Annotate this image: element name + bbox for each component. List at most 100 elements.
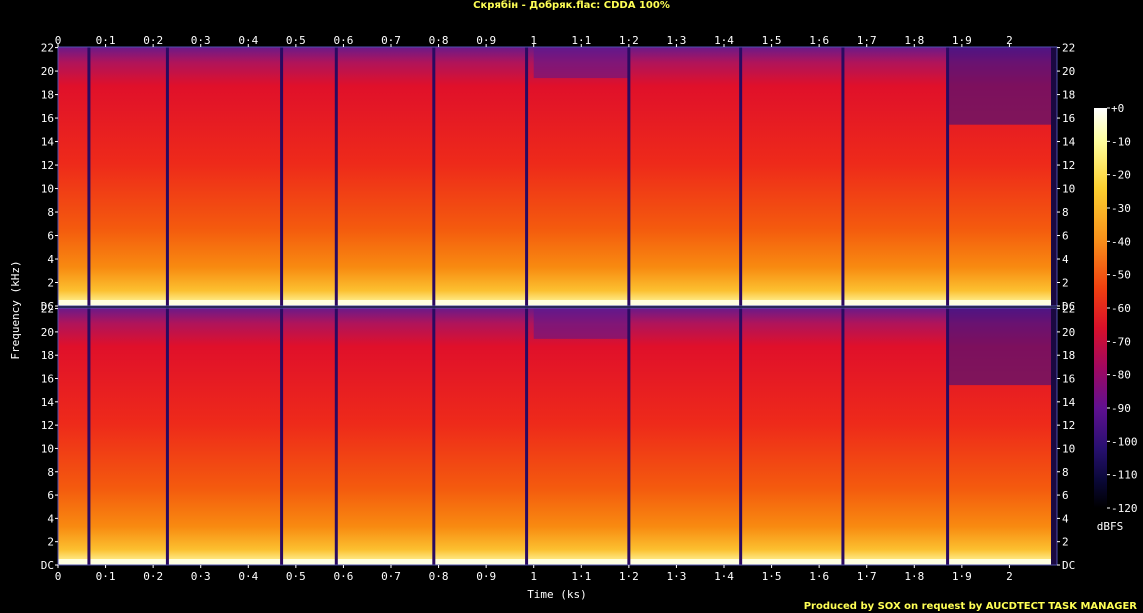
x-tick-label-bottom: 1·6 [809,570,829,583]
track-boundary-2-5 [432,308,436,565]
channel-1-high-band [533,47,629,79]
track-boundary-2-8 [739,308,743,565]
y-tick-label-right: 14 [1062,396,1076,409]
x-tick-label-top: 1·6 [809,34,829,47]
y-tick-label-right: 2 [1062,277,1069,290]
x-tick-label-bottom: 1·2 [619,570,639,583]
x-tick-label-top: 0·2 [143,34,163,47]
x-tick-label-top: 1·4 [714,34,734,47]
y-tick-label-right: 22 [1062,42,1075,55]
colorbar-tick-label: -20 [1111,169,1131,182]
y-tick-label-left: 8 [47,466,54,479]
y-tick-label-left: 16 [41,112,54,125]
y-tick-label-right: DC [1062,559,1075,572]
track-boundary-1-2 [165,47,169,306]
footer-credit: Produced by SOX on request by AUCDTECT T… [803,601,1137,612]
x-tick-label-bottom: 1·7 [857,570,877,583]
x-tick-label-top: 2 [1006,34,1013,47]
y-tick-label-right: 4 [1062,512,1069,525]
y-tick-label-right: 6 [1062,489,1069,502]
colorbar-label: dBFS [1097,520,1124,533]
y-tick-label-right: 16 [1062,112,1075,125]
x-tick-label-bottom: 1·5 [762,570,782,583]
x-tick-label-bottom: 0·6 [333,570,353,583]
track-boundary-1-3 [280,47,284,306]
x-tick-label-bottom: 0 [55,570,62,583]
x-tick-label-bottom: 0·9 [476,570,496,583]
track-boundary-2-7 [627,308,631,565]
colorbar-tick-label: -90 [1111,402,1131,415]
y-tick-label-left: 22 [41,42,54,55]
y-tick-label-left: 20 [41,65,54,78]
colorbar-tick-label: -70 [1111,335,1131,348]
y-tick-label-right: 8 [1062,466,1069,479]
track-boundary-2-6 [525,308,529,565]
y-tick-label-left: 12 [41,159,54,172]
x-tick-label-top: 0·6 [333,34,353,47]
x-tick-label-top: 0·9 [476,34,496,47]
colorbar-tick-label: -40 [1111,235,1131,248]
channel-2-frame [57,307,1058,566]
colorbar-tick-label: -60 [1111,302,1131,315]
x-axis-label: Time (ks) [527,588,587,601]
channel-2-end-fade [1051,308,1057,565]
track-boundary-1-9 [841,47,845,306]
track-boundary-2-9 [841,308,845,565]
y-tick-label-right: 12 [1062,159,1075,172]
y-tick-label-left: 6 [47,489,54,502]
track-boundary-1-5 [432,47,436,306]
y-tick-label-right: 2 [1062,536,1069,549]
x-tick-label-top: 1·1 [571,34,591,47]
track-boundary-1-1 [87,47,91,306]
channel-1-frame [57,46,1058,307]
chart-title: Скрябін - Добряк.flac: CDDA 100% [473,0,670,11]
y-tick-label-left: 2 [47,536,54,549]
y-tick-label-left: 4 [47,253,54,266]
x-tick-label-bottom: 0·3 [191,570,211,583]
y-tick-label-left: 10 [41,183,54,196]
x-tick-label-top: 1·5 [762,34,782,47]
y-tick-label-left: 20 [41,326,54,339]
channel-2-spectrum [58,308,1057,565]
x-tick-label-bottom: 2 [1006,570,1013,583]
y-tick-label-right: 12 [1062,419,1075,432]
colorbar-tick-label: -10 [1111,135,1131,148]
y-tick-label-right: 20 [1062,65,1075,78]
y-tick-label-right: DC [1062,300,1075,313]
track-boundary-2-10 [946,308,950,565]
channel-2-high-band [533,308,629,339]
y-tick-label-right: 8 [1062,206,1069,219]
y-tick-label-left: 12 [41,419,54,432]
y-tick-label-left: 4 [47,512,54,525]
y-tick-label-left: 16 [41,373,54,386]
y-tick-label-right: 22 [1062,303,1075,316]
channel-1-dc-band [58,300,1057,306]
colorbar-tick-label: -110 [1111,469,1138,482]
y-tick-label-left: 14 [41,396,55,409]
x-ticks-top: 0 0·1 0·2 0·3 0·4 0·5 0·6 0·7 0·8 0·9 1 1·1 1·2 1·3 1·… [55,34,1013,47]
y-tick-label-right: 20 [1062,326,1075,339]
x-tick-label-top: 1·7 [857,34,877,47]
x-tick-label-top: 1·3 [666,34,686,47]
colorbar: +0 -10 -20 -30 -40 -50 -60 -70 -80 -90 -100 -110 -12… [1094,102,1138,515]
x-tick-label-bottom: 1·9 [952,570,972,583]
track-boundary-1-4 [334,47,338,306]
x-tick-label-top: 1·8 [904,34,924,47]
y-tick-label-left: DC [41,300,54,313]
colorbar-tick-label: -30 [1111,202,1131,215]
colorbar-tick-label: -50 [1111,269,1131,282]
x-tick-label-bottom: 1 [530,570,537,583]
y-tick-label-left: 22 [41,303,54,316]
track-boundary-2-4 [334,308,338,565]
x-tick-label-top: 0 [55,34,62,47]
track-boundary-2-1 [87,308,91,565]
y-tick-label-left: 10 [41,442,54,455]
x-tick-label-bottom: 0·7 [381,570,401,583]
colorbar-tick-label: -80 [1111,369,1131,382]
channel-2-dc-band [58,559,1057,565]
x-tick-label-top: 1·9 [952,34,972,47]
y-tick-label-right: 14 [1062,136,1076,149]
track-boundary-1-8 [739,47,743,306]
